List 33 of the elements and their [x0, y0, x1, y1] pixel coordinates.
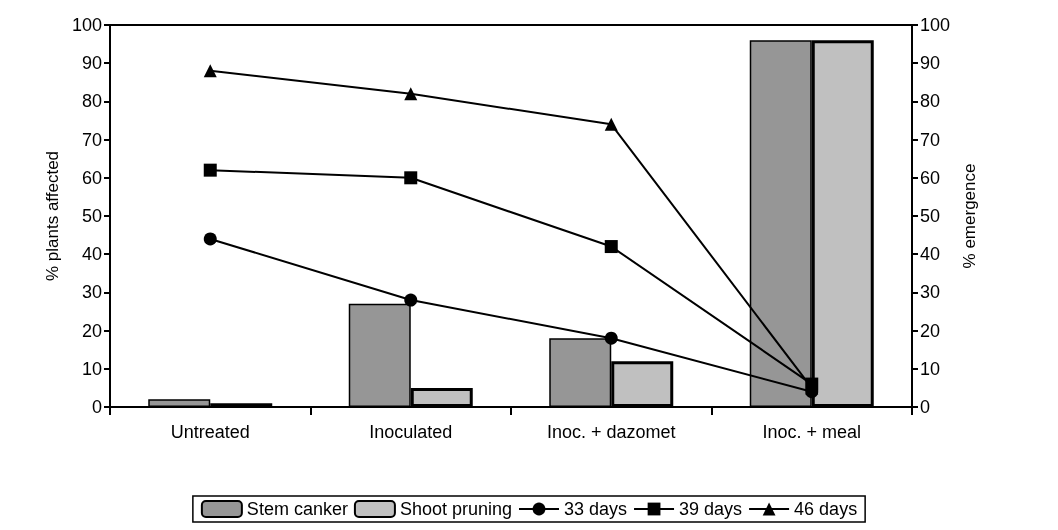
x-tick-label: Untreated — [170, 422, 250, 442]
y2-tick-label: 10 — [920, 358, 941, 379]
y2-tick-label: 100 — [920, 15, 951, 35]
y2-tick-label: 90 — [920, 53, 941, 74]
y-tick-label: 0 — [91, 397, 102, 417]
legend-label: 33 days — [564, 499, 628, 519]
y2-axis-title: % emergence — [959, 163, 979, 269]
x-tick-label: Inoc. + meal — [762, 422, 862, 442]
y-tick-label: 20 — [81, 320, 102, 341]
y2-tick-label: 50 — [920, 206, 941, 226]
y-axis-title: % plants affected — [43, 150, 63, 282]
y-tick-label: 90 — [81, 53, 102, 74]
legend-label: Stem canker — [246, 499, 348, 519]
y2-tick-label: 80 — [920, 91, 941, 112]
y2-tick-label: 20 — [920, 320, 941, 341]
y2-tick-label: 60 — [920, 167, 941, 188]
y2-tick-label: 0 — [920, 397, 931, 417]
y-tick-label: 50 — [81, 206, 102, 226]
y2-tick-label: 70 — [920, 129, 941, 150]
y2-tick-label: 40 — [920, 244, 941, 265]
y-tick-label: 70 — [81, 129, 102, 150]
y-tick-label: 80 — [81, 91, 102, 112]
legend-label: 46 days — [794, 499, 858, 519]
x-tick-label: Inoculated — [369, 422, 453, 442]
y2-tick-label: 30 — [920, 282, 941, 303]
y-tick-label: 40 — [81, 244, 102, 265]
y-tick-label: 10 — [81, 358, 102, 379]
y-tick-label: 60 — [81, 167, 102, 188]
legend-label: Shoot pruning — [399, 499, 512, 519]
y-tick-label: 30 — [81, 282, 102, 303]
legend-label: 39 days — [679, 499, 743, 519]
y-tick-label: 100 — [71, 15, 102, 35]
x-tick-label: Inoc. + dazomet — [546, 422, 676, 442]
